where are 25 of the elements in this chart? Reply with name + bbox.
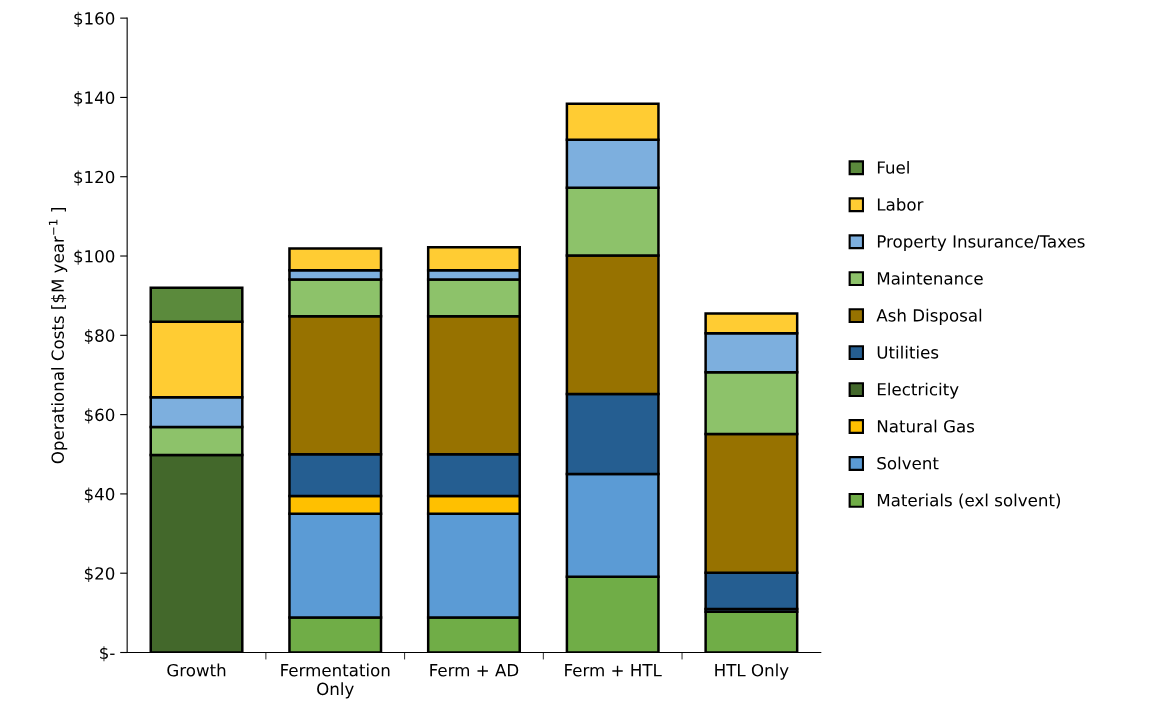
legend-label: Solvent xyxy=(877,456,939,470)
legend-label: Utilities xyxy=(877,345,939,359)
legend-label: Natural Gas xyxy=(877,419,975,433)
y-tick-label: $140 xyxy=(74,91,115,107)
x-tick-label: Growth xyxy=(167,663,226,677)
x-tick-label: Ferm + HTL xyxy=(565,664,662,677)
y-tick-label: $60 xyxy=(84,408,115,424)
y-tick-label: $120 xyxy=(74,170,115,186)
legend-label: Property Insurance/Taxes xyxy=(877,235,1085,251)
y-tick-label: $100 xyxy=(74,249,115,265)
y-tick-label: $160 xyxy=(74,11,115,27)
y-tick-label: $- xyxy=(100,646,115,662)
x-tick-label: Fermentation Only xyxy=(281,663,390,699)
x-tick-label: HTL Only xyxy=(715,663,789,680)
y-tick-label: $40 xyxy=(84,487,115,503)
x-tick-label: Ferm + AD xyxy=(430,664,519,677)
legend-label: Labor xyxy=(877,197,924,211)
legend-label: Materials (exl solvent) xyxy=(877,493,1061,509)
y-tick-label: $20 xyxy=(84,566,115,582)
legend-label: Ash Disposal xyxy=(876,308,982,325)
legend-label: Fuel xyxy=(877,160,909,174)
legend-label: Electricity xyxy=(877,382,959,399)
y-tick-label: $80 xyxy=(84,328,115,345)
legend-label: Maintenance xyxy=(877,271,983,285)
y-axis-title: Operational Costs [$M year$^{−1}$ ] xyxy=(48,207,68,464)
